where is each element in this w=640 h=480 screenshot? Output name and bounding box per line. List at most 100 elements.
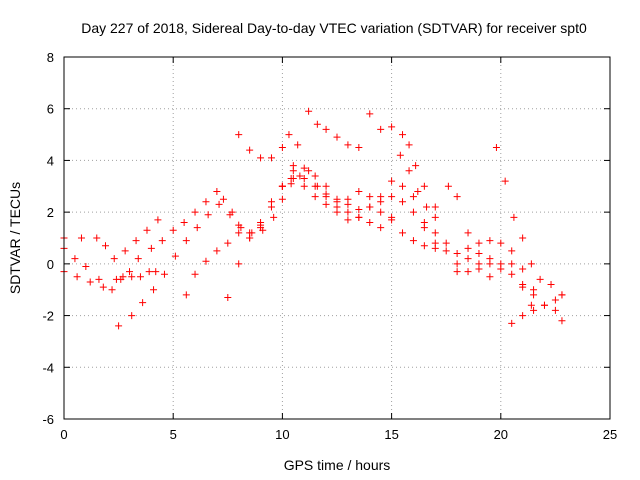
data-point bbox=[147, 244, 155, 252]
data-point bbox=[405, 141, 413, 149]
data-point bbox=[278, 195, 286, 203]
data-point bbox=[412, 162, 420, 170]
series-track-11 bbox=[453, 255, 535, 309]
data-point bbox=[86, 278, 94, 286]
x-axis-label: GPS time / hours bbox=[284, 457, 391, 473]
data-point bbox=[508, 260, 516, 268]
data-point bbox=[366, 110, 374, 118]
y-tick-labels: -6 -4 -2 0 2 4 6 8 bbox=[42, 50, 54, 427]
data-point bbox=[134, 255, 142, 263]
data-point bbox=[366, 218, 374, 226]
data-point bbox=[182, 291, 190, 299]
data-point bbox=[278, 144, 286, 151]
data-points bbox=[60, 107, 566, 330]
x-tick-label: 20 bbox=[494, 427, 508, 442]
data-point bbox=[150, 286, 158, 294]
data-point bbox=[530, 306, 538, 314]
data-point bbox=[444, 182, 452, 190]
data-point bbox=[136, 273, 144, 281]
data-point bbox=[530, 291, 538, 299]
data-point bbox=[322, 193, 330, 201]
y-tick-label: 6 bbox=[47, 102, 54, 117]
data-point bbox=[224, 239, 232, 247]
data-point bbox=[519, 234, 527, 242]
data-point bbox=[486, 260, 494, 268]
data-point bbox=[355, 206, 363, 214]
data-point bbox=[366, 203, 374, 211]
data-point bbox=[132, 237, 140, 245]
data-point bbox=[202, 257, 210, 265]
data-point bbox=[158, 237, 166, 245]
data-point bbox=[344, 195, 352, 203]
data-point bbox=[475, 265, 483, 273]
y-tick-label: 8 bbox=[47, 50, 54, 65]
data-point bbox=[442, 247, 450, 255]
data-point bbox=[257, 218, 265, 226]
data-point bbox=[257, 154, 265, 162]
data-point bbox=[154, 216, 162, 224]
data-point bbox=[285, 131, 293, 139]
data-point bbox=[442, 239, 450, 247]
data-point bbox=[420, 182, 428, 190]
data-point bbox=[182, 237, 190, 245]
data-point bbox=[71, 255, 79, 263]
data-point bbox=[486, 237, 494, 245]
grid bbox=[64, 57, 610, 419]
y-axis-label: SDTVAR / TECUs bbox=[7, 182, 23, 294]
data-point bbox=[110, 255, 118, 263]
x-tick-label: 25 bbox=[603, 427, 617, 442]
data-point bbox=[143, 226, 151, 234]
data-point bbox=[355, 187, 363, 195]
y-tick-label: 4 bbox=[47, 153, 54, 168]
y-tick-label: 2 bbox=[47, 205, 54, 220]
data-point bbox=[305, 167, 313, 175]
data-point bbox=[475, 250, 483, 258]
data-point bbox=[405, 167, 413, 175]
data-point bbox=[519, 312, 527, 320]
data-point bbox=[101, 242, 109, 250]
data-point bbox=[409, 237, 417, 245]
data-point bbox=[204, 211, 212, 219]
data-point bbox=[77, 234, 85, 242]
y-tick-label: -2 bbox=[42, 309, 54, 324]
data-point bbox=[501, 177, 509, 185]
data-point bbox=[202, 198, 210, 206]
x-tick-labels: 0 5 10 15 20 25 bbox=[60, 427, 617, 442]
data-point bbox=[300, 175, 308, 183]
data-point bbox=[431, 229, 439, 237]
data-point bbox=[377, 193, 385, 201]
data-point bbox=[475, 239, 483, 247]
data-point bbox=[219, 195, 227, 203]
data-point bbox=[82, 262, 90, 270]
data-point bbox=[322, 125, 330, 133]
data-point bbox=[344, 208, 352, 216]
data-point bbox=[486, 273, 494, 281]
data-point bbox=[409, 193, 417, 201]
data-point bbox=[396, 151, 404, 159]
axis-ticks bbox=[63, 56, 611, 420]
chart-title: Day 227 of 2018, Sidereal Day-to-day VTE… bbox=[81, 20, 587, 36]
data-point bbox=[333, 208, 341, 216]
data-point bbox=[344, 216, 352, 224]
data-point bbox=[377, 208, 385, 216]
series-track-10 bbox=[508, 291, 566, 327]
data-point bbox=[453, 193, 461, 201]
data-point bbox=[246, 234, 254, 242]
data-point bbox=[508, 319, 516, 327]
data-point bbox=[128, 312, 136, 320]
data-point bbox=[527, 260, 535, 268]
data-point bbox=[213, 187, 221, 195]
data-point bbox=[355, 213, 363, 221]
data-point bbox=[191, 208, 199, 216]
y-tick-label: -4 bbox=[42, 360, 54, 375]
data-point bbox=[510, 213, 518, 221]
data-point bbox=[145, 268, 153, 276]
data-point bbox=[235, 131, 243, 139]
data-point bbox=[224, 293, 232, 301]
data-point bbox=[453, 250, 461, 258]
data-point bbox=[267, 154, 275, 162]
data-point bbox=[464, 229, 472, 237]
data-point bbox=[558, 317, 566, 325]
y-tick-label: 0 bbox=[47, 257, 54, 272]
x-tick-label: 10 bbox=[275, 427, 289, 442]
